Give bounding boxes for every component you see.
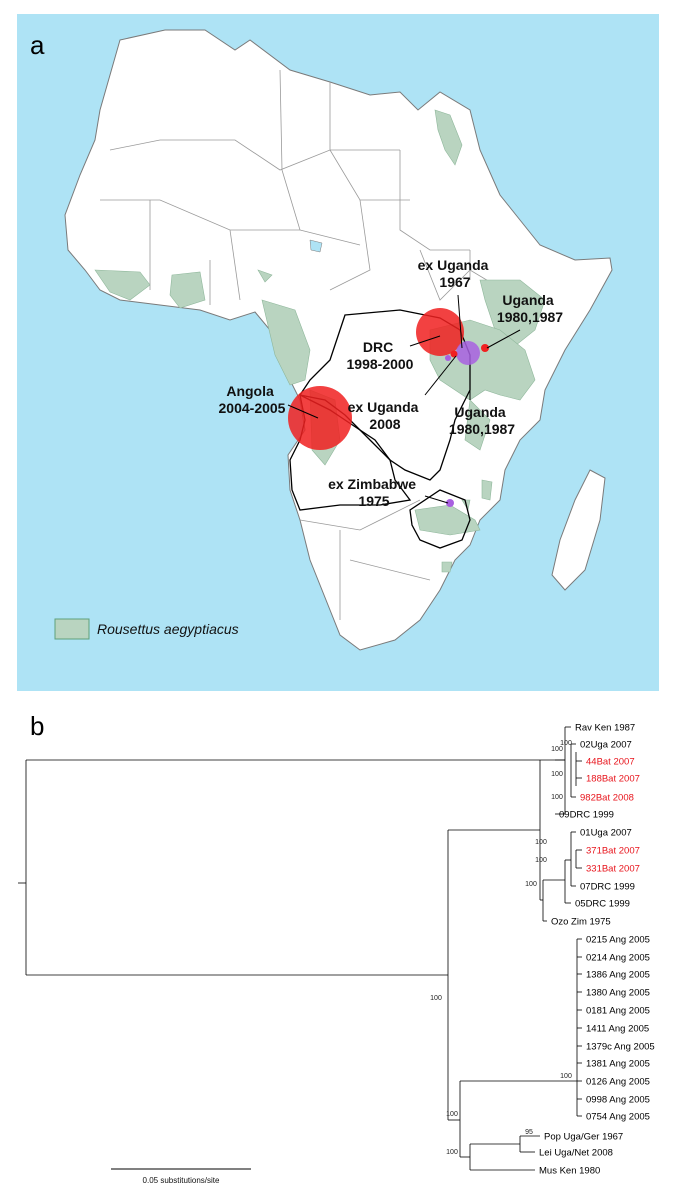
tree-leaf-label: Rav Ken 1987 — [575, 723, 635, 734]
support-value: 95 — [525, 1129, 533, 1136]
purple-marker-small — [445, 355, 451, 361]
scale-bar-label: 0.05 substitutions/site — [143, 1176, 220, 1185]
tree-leaf-label: Lei Uga/Net 2008 — [539, 1148, 613, 1159]
angola-outline — [289, 394, 412, 511]
red-marker-angola — [288, 386, 352, 450]
tree-leaf-label: Ozo Zim 1975 — [551, 917, 611, 928]
tree-leaf-label: 1379c Ang 2005 — [586, 1042, 655, 1053]
tree-leaf-label: 09DRC 1999 — [559, 810, 614, 821]
leader-lines — [287, 294, 521, 504]
red-marker-drc — [416, 308, 464, 356]
support-value: 100 — [560, 1073, 572, 1080]
support-value: 100 — [551, 794, 563, 801]
tree-leaf-label: 1381 Ang 2005 — [586, 1059, 650, 1070]
madagascar — [551, 469, 606, 591]
tree-leaf-label: Mus Ken 1980 — [539, 1166, 600, 1177]
tree-leaf-label: 0181 Ang 2005 — [586, 1006, 650, 1017]
label-ex-uganda-2008: ex Uganda 2008 — [348, 399, 423, 432]
panel-letter-a: a — [30, 30, 45, 60]
map-panel: ex Uganda 1967 Uganda 1980,1987 DRC 1998… — [17, 14, 659, 691]
support-value: 100 — [551, 746, 563, 753]
legend-swatch — [54, 618, 90, 640]
tree-panel: b Rav Ken 1987 02Uga 2007 44Bat 2007 188Bat… — [18, 711, 655, 1185]
tree-branches — [18, 726, 582, 1171]
panel-letter-b: b — [30, 711, 44, 741]
zimbabwe-outline — [409, 489, 471, 549]
tree-leaf-label: 331Bat 2007 — [586, 864, 640, 875]
support-value: 100 — [535, 839, 547, 846]
tree-leaf-label: 1386 Ang 2005 — [586, 970, 650, 981]
tree-leaf-label: 07DRC 1999 — [580, 882, 635, 893]
label-drc: DRC 1998-2000 — [347, 339, 414, 372]
tree-leaf-label: 1380 Ang 2005 — [586, 988, 650, 999]
tree-leaf-label: 0214 Ang 2005 — [586, 953, 650, 964]
support-value: 100 — [525, 881, 537, 888]
tree-leaf-label: 0215 Ang 2005 — [586, 935, 650, 946]
support-value: 100 — [560, 740, 572, 747]
purple-marker-zimbabwe — [446, 499, 454, 507]
tree-leaf-label: 188Bat 2007 — [586, 774, 640, 785]
red-marker-uganda — [481, 344, 489, 352]
purple-marker-uganda — [456, 341, 480, 365]
tree-leaf-label: 44Bat 2007 — [586, 757, 635, 768]
country-borders — [100, 69, 521, 620]
tree-leaf-label: 0126 Ang 2005 — [586, 1077, 650, 1088]
label-uganda-bottom: Uganda 1980,1987 — [449, 404, 515, 437]
label-ex-uganda-1967: ex Uganda 1967 — [418, 257, 493, 290]
africa-landmass — [64, 29, 613, 651]
legend-label: Rousettus aegyptiacus — [97, 621, 239, 637]
tree-leaf-label: Pop Uga/Ger 1967 — [544, 1132, 623, 1143]
label-angola: Angola 2004-2005 — [219, 383, 286, 416]
tree-leaf-label: 05DRC 1999 — [575, 899, 630, 910]
support-value: 100 — [446, 1149, 458, 1156]
red-marker-small-1 — [450, 350, 458, 358]
tree-leaf-label: 01Uga 2007 — [580, 828, 632, 839]
tree-leaf-label: 1411 Ang 2005 — [586, 1024, 649, 1035]
support-value: 100 — [551, 771, 563, 778]
tree-leaf-label: 0998 Ang 2005 — [586, 1095, 650, 1106]
support-value: 100 — [446, 1111, 458, 1118]
tree-leaf-label: 02Uga 2007 — [580, 740, 632, 751]
support-value: 100 — [430, 995, 442, 1002]
label-ex-zimbabwe: ex Zimbabwe 1975 — [328, 476, 420, 509]
lake — [309, 239, 323, 253]
tree-leaf-label: 371Bat 2007 — [586, 846, 640, 857]
support-value: 100 — [535, 857, 547, 864]
tree-leaf-label: 982Bat 2008 — [580, 793, 634, 804]
label-uganda-top: Uganda 1980,1987 — [497, 292, 563, 325]
tree-leaf-labels: Rav Ken 1987 02Uga 2007 44Bat 2007 188Bat 2… — [539, 723, 655, 1177]
tree-leaf-label: 0754 Ang 2005 — [586, 1112, 650, 1123]
